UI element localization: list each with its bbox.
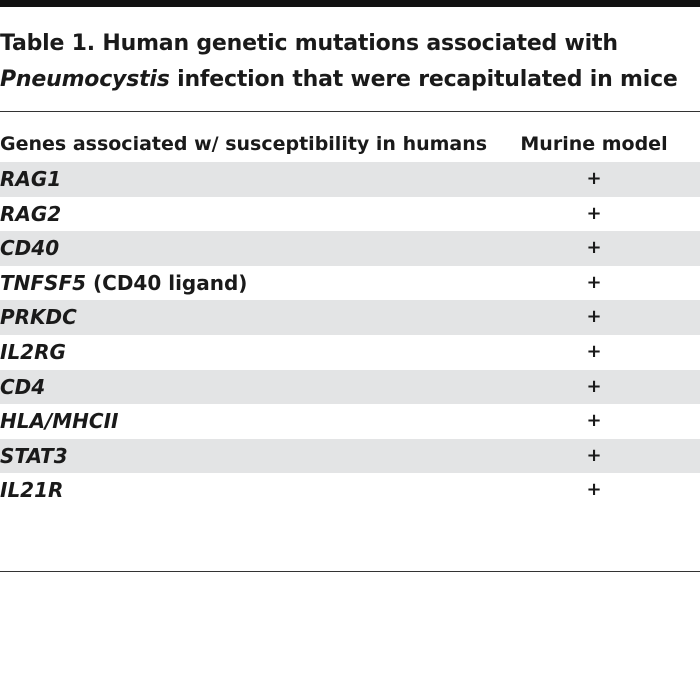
- murine-model-cell: +: [586, 340, 602, 362]
- gene-name: IL21R: [0, 478, 64, 503]
- murine-model-cell: +: [586, 306, 602, 328]
- table-title: Table 1. Human genetic mutations associa…: [0, 26, 700, 98]
- gene-cell: PRKDC: [0, 300, 77, 335]
- murine-model-cell: +: [586, 375, 602, 397]
- gene-cell: IL2RG: [0, 335, 66, 370]
- table-header-row: Genes associated w/ susceptibility in hu…: [0, 128, 700, 160]
- gene-note: (CD40 ligand): [86, 270, 248, 295]
- gene-cell: HLA/MHCII: [0, 404, 118, 439]
- table-row: TNFSF5 (CD40 ligand) +: [0, 266, 700, 301]
- murine-model-cell: +: [586, 237, 602, 259]
- gene-name: IL2RG: [0, 339, 66, 364]
- gene-cell: CD40: [0, 231, 59, 266]
- table-row: HLA/MHCII +: [0, 404, 700, 439]
- gene-cell: IL21R: [0, 473, 63, 508]
- murine-model-cell: +: [586, 444, 602, 466]
- gene-name: STAT3: [0, 443, 68, 468]
- murine-model-cell: +: [586, 202, 602, 224]
- murine-model-cell: +: [586, 410, 602, 432]
- gene-name: TNFSF5: [0, 270, 87, 295]
- table-row: IL2RG +: [0, 335, 700, 370]
- gene-name: CD4: [0, 374, 46, 399]
- gene-name: PRKDC: [0, 305, 77, 330]
- gene-cell: CD4: [0, 370, 45, 405]
- murine-model-cell: +: [586, 479, 602, 501]
- gene-cell: RAG1: [0, 162, 61, 197]
- gene-name: RAG2: [0, 201, 62, 226]
- header-top-rule: [0, 111, 700, 112]
- gene-name: RAG1: [0, 167, 62, 191]
- column-header-genes: Genes associated w/ susceptibility in hu…: [0, 133, 488, 155]
- table-row: STAT3 +: [0, 438, 700, 474]
- gene-name: HLA/MHCII: [0, 409, 119, 434]
- column-header-murine: Murine model: [520, 133, 668, 155]
- gene-name: CD40: [0, 236, 60, 261]
- table-title-line-2: Pneumocystis infection that were recapit…: [0, 62, 700, 98]
- murine-model-cell: +: [586, 168, 602, 189]
- table-row: IL21R +: [0, 473, 700, 508]
- table-title-line-1: Table 1. Human genetic mutations associa…: [0, 31, 618, 56]
- gene-cell: TNFSF5 (CD40 ligand): [0, 266, 247, 301]
- table-row: RAG1 +: [0, 162, 700, 197]
- title-organism: Pneumocystis: [0, 67, 170, 92]
- table-row: CD4 +: [0, 369, 700, 405]
- top-rule: [0, 0, 700, 7]
- table-row: CD40 +: [0, 231, 700, 266]
- murine-model-cell: +: [586, 271, 602, 293]
- table-row: PRKDC +: [0, 300, 700, 335]
- gene-cell: STAT3: [0, 439, 68, 474]
- table-body: RAG1 + RAG2 + CD40 + TNFSF5 (CD40 ligand) + PRKD…: [0, 162, 700, 508]
- table-row: RAG2 +: [0, 197, 700, 232]
- gene-cell: RAG2: [0, 197, 61, 232]
- table-bottom-rule: [0, 571, 700, 572]
- title-rest: infection that were recapitulated in mic…: [169, 67, 678, 92]
